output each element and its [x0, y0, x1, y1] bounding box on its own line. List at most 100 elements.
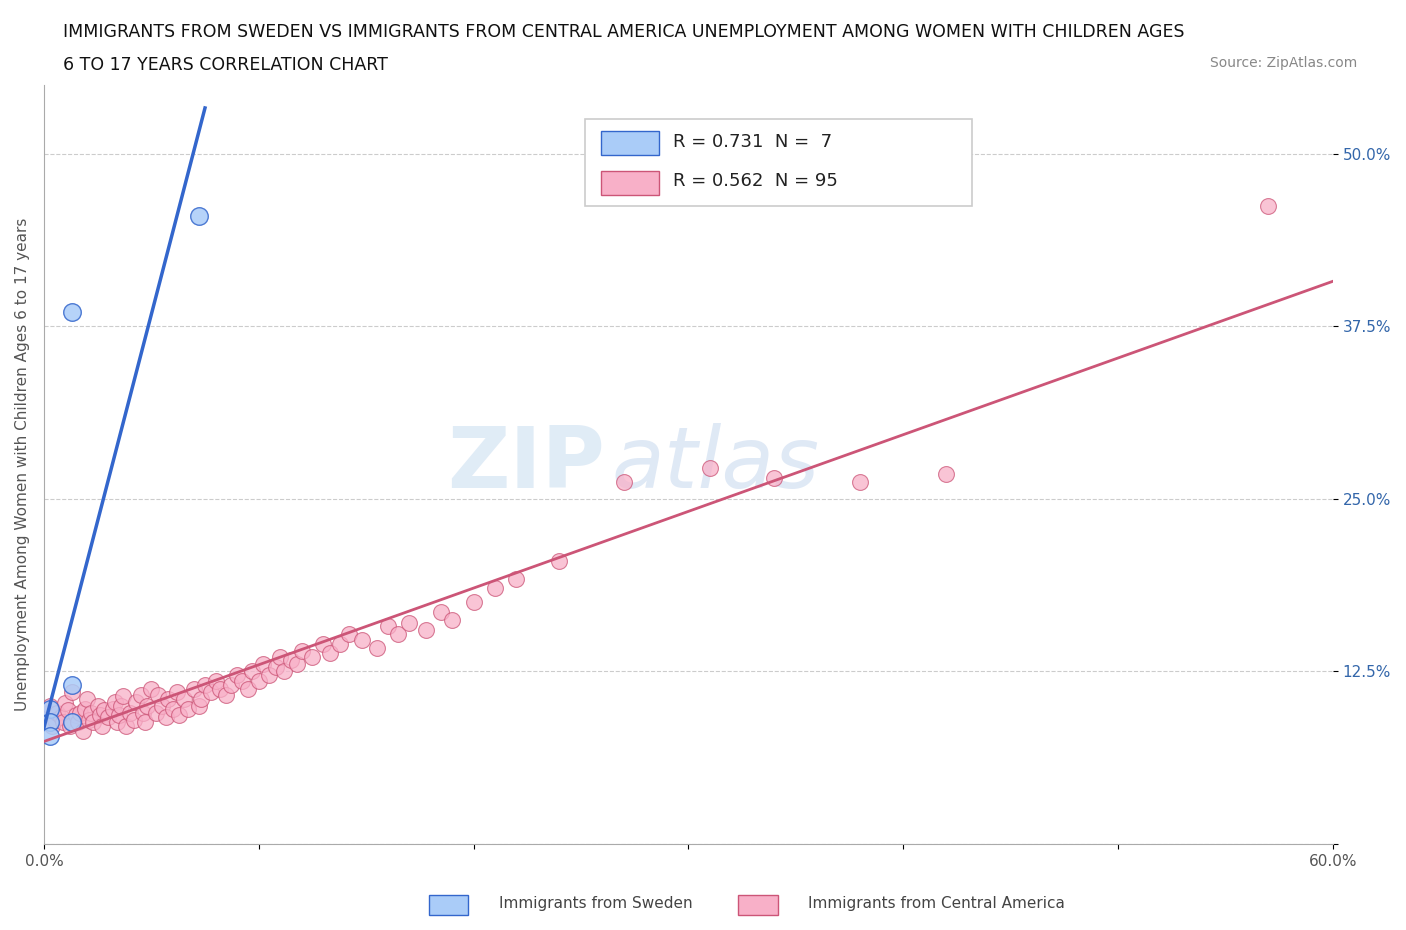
Point	[187, 208, 209, 223]
Text: 6 TO 17 YEARS CORRELATION CHART: 6 TO 17 YEARS CORRELATION CHART	[63, 56, 388, 73]
Y-axis label: Unemployment Among Women with Children Ages 6 to 17 years: Unemployment Among Women with Children A…	[15, 218, 30, 711]
Point	[231, 673, 253, 688]
Point	[65, 708, 87, 723]
Point	[145, 705, 167, 720]
Point	[101, 701, 124, 716]
Point	[131, 705, 153, 720]
Point	[273, 664, 295, 679]
Point	[337, 627, 360, 642]
FancyBboxPatch shape	[585, 119, 972, 206]
Point	[157, 691, 180, 706]
Point	[53, 696, 76, 711]
Point	[366, 641, 388, 656]
Point	[122, 712, 145, 727]
Point	[280, 653, 302, 668]
Point	[236, 682, 259, 697]
Point	[155, 710, 177, 724]
Point	[318, 646, 340, 661]
Point	[219, 678, 242, 693]
Point	[60, 678, 83, 693]
Point	[67, 715, 90, 730]
Point	[60, 715, 83, 730]
Point	[39, 729, 62, 744]
Point	[73, 701, 96, 716]
Point	[1257, 199, 1279, 214]
Point	[240, 664, 263, 679]
Point	[415, 622, 437, 637]
Point	[136, 698, 159, 713]
Point	[114, 719, 136, 734]
Point	[104, 694, 127, 709]
Text: R = 0.731  N =  7: R = 0.731 N = 7	[673, 133, 832, 151]
Point	[463, 595, 485, 610]
Text: atlas: atlas	[612, 423, 820, 506]
Point	[613, 474, 636, 489]
Point	[247, 673, 270, 688]
Point	[252, 657, 274, 671]
Point	[77, 712, 100, 727]
Point	[208, 682, 231, 697]
Point	[41, 719, 63, 734]
Point	[110, 698, 132, 713]
Text: R = 0.562  N = 95: R = 0.562 N = 95	[673, 172, 838, 190]
Point	[37, 705, 59, 720]
Point	[118, 705, 141, 720]
Point	[935, 467, 957, 482]
Point	[173, 691, 195, 706]
Point	[59, 719, 82, 734]
Point	[505, 571, 527, 586]
Point	[849, 474, 872, 489]
Text: Source: ZipAtlas.com: Source: ZipAtlas.com	[1209, 56, 1357, 70]
Point	[269, 650, 291, 665]
Point	[312, 636, 335, 651]
Point	[141, 682, 163, 697]
Point	[80, 705, 103, 720]
Point	[44, 712, 66, 727]
Point	[129, 687, 152, 702]
Point	[93, 702, 115, 717]
Point	[264, 659, 287, 674]
Point	[226, 668, 249, 683]
Point	[125, 694, 148, 709]
Point	[56, 702, 79, 717]
Point	[441, 613, 464, 628]
Point	[39, 715, 62, 730]
Point	[60, 684, 83, 699]
Point	[194, 678, 217, 693]
Point	[548, 553, 571, 568]
Point	[45, 705, 67, 720]
Point	[105, 715, 128, 730]
Point	[387, 627, 409, 642]
Text: Immigrants from Sweden: Immigrants from Sweden	[499, 897, 693, 911]
Point	[82, 715, 104, 730]
Point	[69, 705, 91, 720]
Point	[90, 719, 112, 734]
Point	[398, 616, 420, 631]
Point	[190, 691, 212, 706]
Point	[430, 604, 453, 619]
Point	[204, 673, 226, 688]
Point	[329, 636, 352, 651]
Point	[134, 715, 156, 730]
Point	[76, 691, 98, 706]
Text: Immigrants from Central America: Immigrants from Central America	[808, 897, 1066, 911]
Point	[72, 724, 94, 738]
Point	[763, 471, 786, 485]
Point	[377, 618, 399, 633]
Point	[177, 701, 200, 716]
Point	[89, 708, 111, 723]
Text: ZIP: ZIP	[447, 423, 605, 506]
FancyBboxPatch shape	[600, 131, 658, 155]
Point	[52, 715, 75, 730]
Point	[49, 710, 72, 724]
Point	[108, 708, 131, 723]
FancyBboxPatch shape	[600, 170, 658, 194]
Point	[162, 701, 184, 716]
Point	[301, 650, 323, 665]
Point	[287, 657, 309, 671]
Point	[183, 682, 205, 697]
Point	[166, 684, 188, 699]
Point	[97, 710, 120, 724]
Point	[146, 687, 169, 702]
Point	[699, 461, 721, 476]
